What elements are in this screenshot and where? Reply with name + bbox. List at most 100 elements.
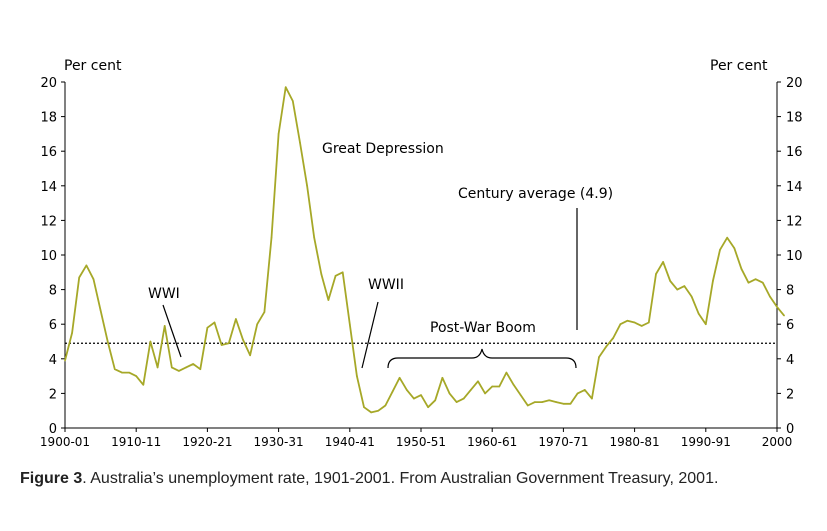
data-point	[655, 273, 657, 275]
y-tick-label-right: 20	[786, 76, 803, 91]
data-point	[697, 313, 700, 315]
data-point	[534, 401, 536, 403]
data-point	[648, 321, 650, 324]
data-point	[726, 236, 728, 239]
data-point	[235, 318, 237, 320]
data-point	[505, 371, 508, 374]
x-tick-label: 1920-21	[182, 435, 232, 449]
data-point	[178, 370, 180, 372]
data-point	[598, 356, 600, 358]
y-tick-label-left: 20	[40, 76, 57, 91]
y-tick-label-left: 10	[40, 249, 57, 264]
data-point	[434, 399, 437, 402]
x-tick-label: 1900-01	[40, 435, 90, 449]
x-tick-label: 1970-71	[538, 435, 588, 449]
x-tick-label: 1910-11	[111, 435, 161, 449]
unemployment-chart: Per cent Per cent 0 0 2 2 4 4 6 6 8 8 10 10 12 12 14 14…	[40, 58, 803, 449]
y-tick-label-left: 12	[40, 214, 57, 229]
data-point	[569, 402, 572, 405]
data-point	[156, 366, 159, 369]
data-point	[776, 306, 778, 308]
data-point	[747, 281, 750, 284]
data-point	[562, 402, 565, 405]
data-point	[633, 321, 636, 324]
data-point	[78, 276, 81, 279]
annotation-wwii: WWII	[368, 277, 404, 293]
data-point	[370, 411, 372, 414]
data-point	[705, 323, 707, 326]
post-war-boom-brace	[387, 348, 577, 369]
data-point	[740, 268, 743, 270]
data-point	[413, 397, 415, 400]
y-tick-label-left: 4	[49, 353, 57, 368]
data-point	[512, 383, 515, 386]
data-point	[761, 281, 764, 284]
data-point	[470, 389, 472, 391]
x-tick-label: 1980-81	[610, 435, 660, 449]
data-point	[441, 377, 444, 379]
data-point	[249, 354, 251, 357]
data-point	[605, 345, 607, 348]
y-tick-label-left: 16	[40, 145, 57, 160]
data-point	[106, 340, 109, 343]
y-tick-label-right: 6	[786, 318, 794, 333]
y-tick-label-right: 2	[786, 387, 794, 402]
data-point	[733, 247, 736, 249]
x-tick-label: 2000	[762, 435, 793, 449]
annotation-century-average: Century average (4.9)	[458, 186, 613, 202]
y-tick-label-right: 0	[786, 422, 794, 437]
data-point	[363, 406, 365, 409]
data-point	[519, 394, 522, 396]
series-line-unemployment	[64, 86, 785, 414]
data-point	[356, 375, 358, 377]
x-ticks: 1900-01 1910-11 1920-21 1930-31 1940-41 1950-…	[40, 428, 792, 449]
annotation-post-war-boom: Post-War Boom	[430, 320, 536, 336]
axes	[64, 82, 778, 429]
data-point	[619, 323, 622, 326]
data-point	[71, 332, 73, 334]
annotation-wwi: WWI	[148, 286, 180, 302]
data-point	[498, 385, 501, 388]
x-tick-label: 1940-41	[325, 435, 375, 449]
data-point	[270, 236, 273, 239]
y-tick-label-left: 2	[49, 387, 57, 402]
data-point	[448, 392, 451, 395]
data-point	[491, 385, 494, 388]
data-point	[327, 299, 330, 301]
data-points	[64, 86, 785, 414]
data-point	[477, 380, 479, 383]
data-point	[163, 325, 166, 327]
y-tick-label-right: 18	[786, 111, 803, 126]
data-point	[263, 311, 266, 313]
data-point	[313, 236, 316, 239]
data-point	[583, 389, 586, 391]
data-point	[242, 338, 244, 341]
y-tick-label-left: 8	[49, 284, 57, 299]
data-point	[484, 392, 486, 395]
wwi-pointer	[162, 304, 182, 358]
data-point	[576, 392, 579, 395]
wwii-pointer	[361, 301, 379, 369]
data-point	[277, 133, 280, 135]
data-point	[64, 359, 66, 362]
data-point	[398, 377, 401, 379]
y-tick-label-left: 0	[49, 422, 57, 437]
y-tick-label-left: 18	[40, 111, 57, 126]
data-point	[769, 295, 771, 298]
data-point	[405, 389, 408, 391]
data-point	[384, 404, 387, 407]
data-point	[548, 399, 550, 402]
data-point	[612, 337, 615, 339]
data-point	[292, 100, 294, 102]
data-point	[669, 280, 671, 282]
x-tick-label: 1990-91	[681, 435, 731, 449]
data-point	[171, 366, 173, 369]
data-point	[85, 264, 88, 267]
data-point	[206, 326, 209, 329]
data-point	[92, 278, 95, 281]
data-point	[341, 271, 344, 274]
data-point	[662, 261, 664, 263]
data-point	[676, 288, 679, 291]
y-axis-label-left: Per cent	[64, 58, 122, 74]
data-point	[462, 397, 465, 400]
